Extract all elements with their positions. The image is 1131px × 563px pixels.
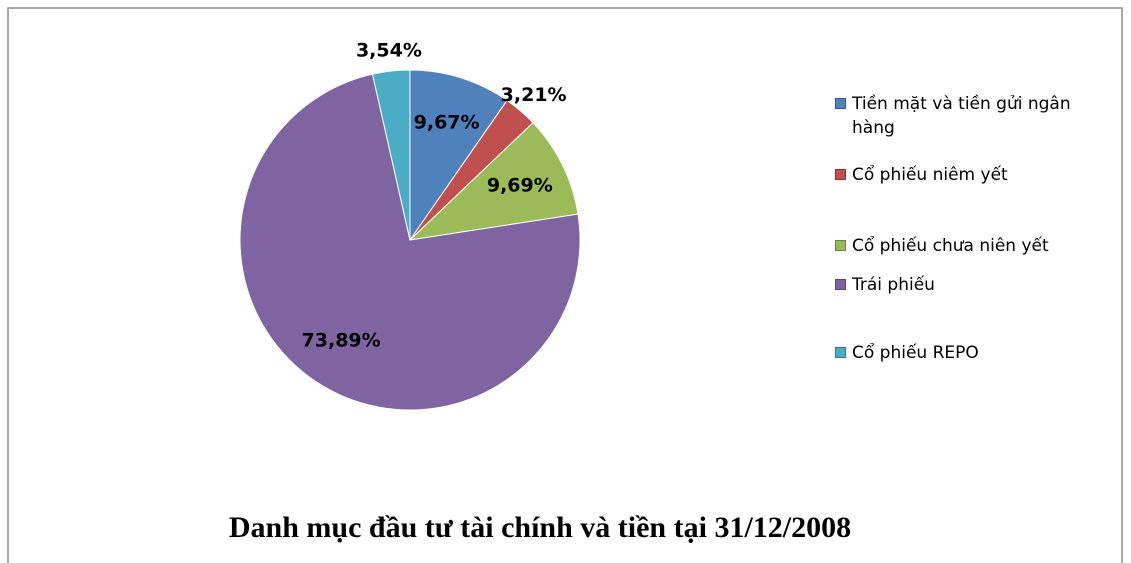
legend-label: Cổ phiếu niêm yết [852,165,1008,185]
pie-slice [239,73,581,411]
chart-title: Danh mục đầu tư tài chính và tiền tại 31… [229,511,851,544]
legend-item: Trái phiếu [835,273,1112,297]
data-label: 9,67% [414,112,480,134]
legend-label: Cổ phiếu chưa niên yết [852,236,1049,256]
legend-item: Tiền mặt và tiền gửi ngân hàng [835,92,1112,140]
legend-swatch [835,279,846,290]
chart-frame [7,7,1123,563]
legend-label: Cổ phiếu REPO [852,343,979,363]
legend-label: Tiền mặt và tiền gửi ngân hàng [852,94,1071,138]
legend-item: Cổ phiếu chưa niên yết [835,234,1112,258]
legend-swatch [835,240,846,251]
pie-slice [409,69,508,242]
legend-swatch [835,347,846,358]
data-label: 3,21% [501,84,567,106]
legend-item: Cổ phiếu REPO [835,341,1112,365]
legend-item: Cổ phiếu niêm yết [835,163,1112,187]
legend-label: Trái phiếu [852,275,935,295]
pie-slice [408,121,579,241]
legend-swatch [835,169,846,180]
data-label: 9,69% [487,174,553,196]
data-label: 3,54% [356,40,422,62]
pie-slice [371,69,411,241]
data-label: 73,89% [302,330,381,352]
pie [239,69,581,411]
legend-swatch [835,98,846,109]
